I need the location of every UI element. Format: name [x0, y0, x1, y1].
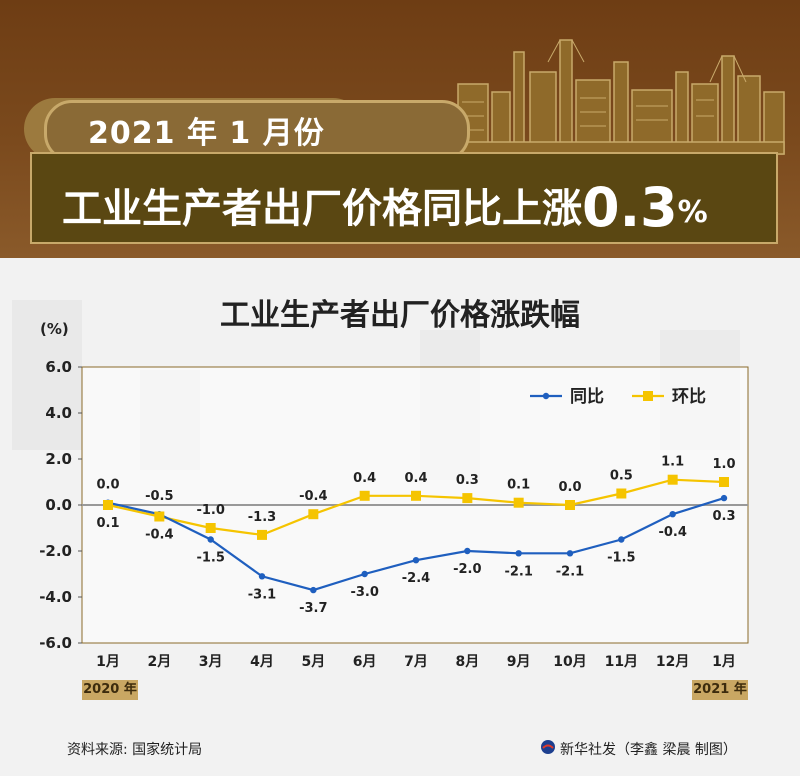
series-mom-point: [257, 529, 267, 540]
series-mom-point: [359, 490, 370, 501]
background-building: [12, 300, 82, 450]
series-mom-point: [205, 523, 216, 533]
series-yoy-point: [207, 536, 214, 543]
yoy-data-label: -2.1: [504, 564, 532, 579]
mom-data-label: 0.4: [404, 471, 427, 486]
mom-data-label: -0.4: [145, 528, 173, 543]
x-tick-label: 5月: [301, 654, 325, 670]
series-yoy-point: [566, 550, 574, 557]
legend-mom-marker: [643, 391, 653, 401]
x-tick-label: 4月: [250, 654, 274, 670]
year-tag-2020: 2020 年: [82, 680, 138, 700]
yoy-data-label: -3.0: [350, 585, 378, 600]
y-tick-label: -4.0: [39, 588, 72, 606]
credit-note: 新华社发（李鑫 梁晨 制图）: [560, 742, 737, 758]
mom-data-label: 0.1: [96, 516, 119, 531]
x-tick-label: 1月: [712, 654, 736, 670]
yoy-data-label: 0.3: [712, 509, 735, 524]
x-tick-label: 7月: [404, 654, 428, 670]
x-tick-label: 6月: [353, 654, 377, 670]
series-mom-point: [616, 488, 627, 499]
yoy-data-label: -0.5: [145, 489, 173, 504]
headline-value: 0.3: [582, 176, 678, 239]
xinhua-logo-icon: [541, 740, 555, 754]
series-yoy-point: [310, 586, 317, 594]
mom-data-label: -1.3: [248, 510, 276, 525]
yoy-data-label: -3.7: [299, 601, 327, 616]
headline-box: [30, 152, 778, 244]
x-tick-label: 12月: [656, 654, 689, 670]
y-tick-label: -2.0: [39, 542, 72, 560]
series-mom-point: [154, 511, 165, 522]
year-tag-2021: 2021 年: [692, 680, 748, 700]
mom-data-label: -1.0: [196, 503, 224, 518]
mom-data-label: 1.1: [661, 455, 684, 470]
date-title: 2021 年 1 月份: [88, 116, 325, 151]
mom-data-label: 0.0: [558, 480, 581, 495]
series-yoy-point: [412, 557, 420, 564]
source-note: 资料来源: 国家统计局: [67, 742, 203, 758]
series-yoy-point: [464, 547, 471, 555]
mom-data-label: -0.4: [299, 489, 327, 504]
series-mom-point: [667, 474, 678, 485]
x-tick-label: 11月: [605, 654, 638, 670]
headline-text: 工业生产者出厂价格同比上涨: [62, 186, 582, 232]
x-tick-label: 9月: [507, 654, 531, 670]
mom-data-label: 0.1: [507, 478, 530, 493]
yoy-data-label: -2.0: [453, 562, 481, 577]
y-tick-label: 2.0: [45, 450, 72, 468]
series-mom-point: [103, 500, 113, 510]
headline: 工业生产者出厂价格同比上涨0.3%: [62, 176, 708, 239]
series-yoy-point: [258, 573, 266, 580]
yoy-data-label: -2.1: [556, 564, 584, 579]
x-tick-label: 2月: [147, 654, 171, 670]
series-mom-point: [308, 509, 319, 520]
y-tick-label: 0.0: [45, 496, 72, 514]
series-mom-point: [462, 493, 473, 504]
chart-title: 工业生产者出厂价格涨跌幅: [220, 298, 580, 333]
yoy-data-label: -1.5: [196, 551, 224, 566]
y-tick-label: -6.0: [39, 634, 72, 652]
series-yoy-point: [618, 536, 625, 543]
yoy-data-label: -1.5: [607, 551, 635, 566]
factory-skyline-illustration: [451, 39, 785, 155]
y-axis-label: (%): [40, 320, 69, 338]
yoy-data-label: -2.4: [402, 571, 430, 586]
headline-unit: %: [677, 195, 708, 230]
series-yoy-point: [669, 511, 676, 518]
mom-data-label: 1.0: [712, 457, 735, 472]
legend-yoy-marker: [542, 392, 550, 400]
mom-data-label: 0.3: [456, 473, 479, 488]
x-tick-label: 1月: [96, 654, 120, 670]
y-tick-label: 4.0: [45, 404, 72, 422]
x-tick-label: 3月: [199, 654, 223, 670]
yoy-data-label: 0.0: [96, 478, 119, 493]
series-mom-point: [565, 500, 575, 510]
mom-data-label: 0.4: [353, 471, 376, 486]
yoy-data-label: -0.4: [658, 525, 686, 540]
x-tick-label: 10月: [553, 654, 586, 670]
y-tick-label: 6.0: [45, 358, 72, 376]
series-yoy-point: [720, 494, 728, 502]
legend-mom-label: 环比: [672, 386, 706, 407]
mom-data-label: 0.5: [610, 469, 633, 484]
yoy-data-label: -3.1: [248, 587, 276, 602]
series-mom-point: [719, 477, 729, 487]
series-mom-point: [513, 497, 524, 508]
series-yoy-point: [361, 570, 368, 578]
series-mom-point: [411, 490, 421, 501]
legend-yoy-label: 同比: [570, 386, 604, 407]
x-tick-label: 8月: [455, 654, 479, 670]
series-yoy-point: [515, 550, 522, 557]
